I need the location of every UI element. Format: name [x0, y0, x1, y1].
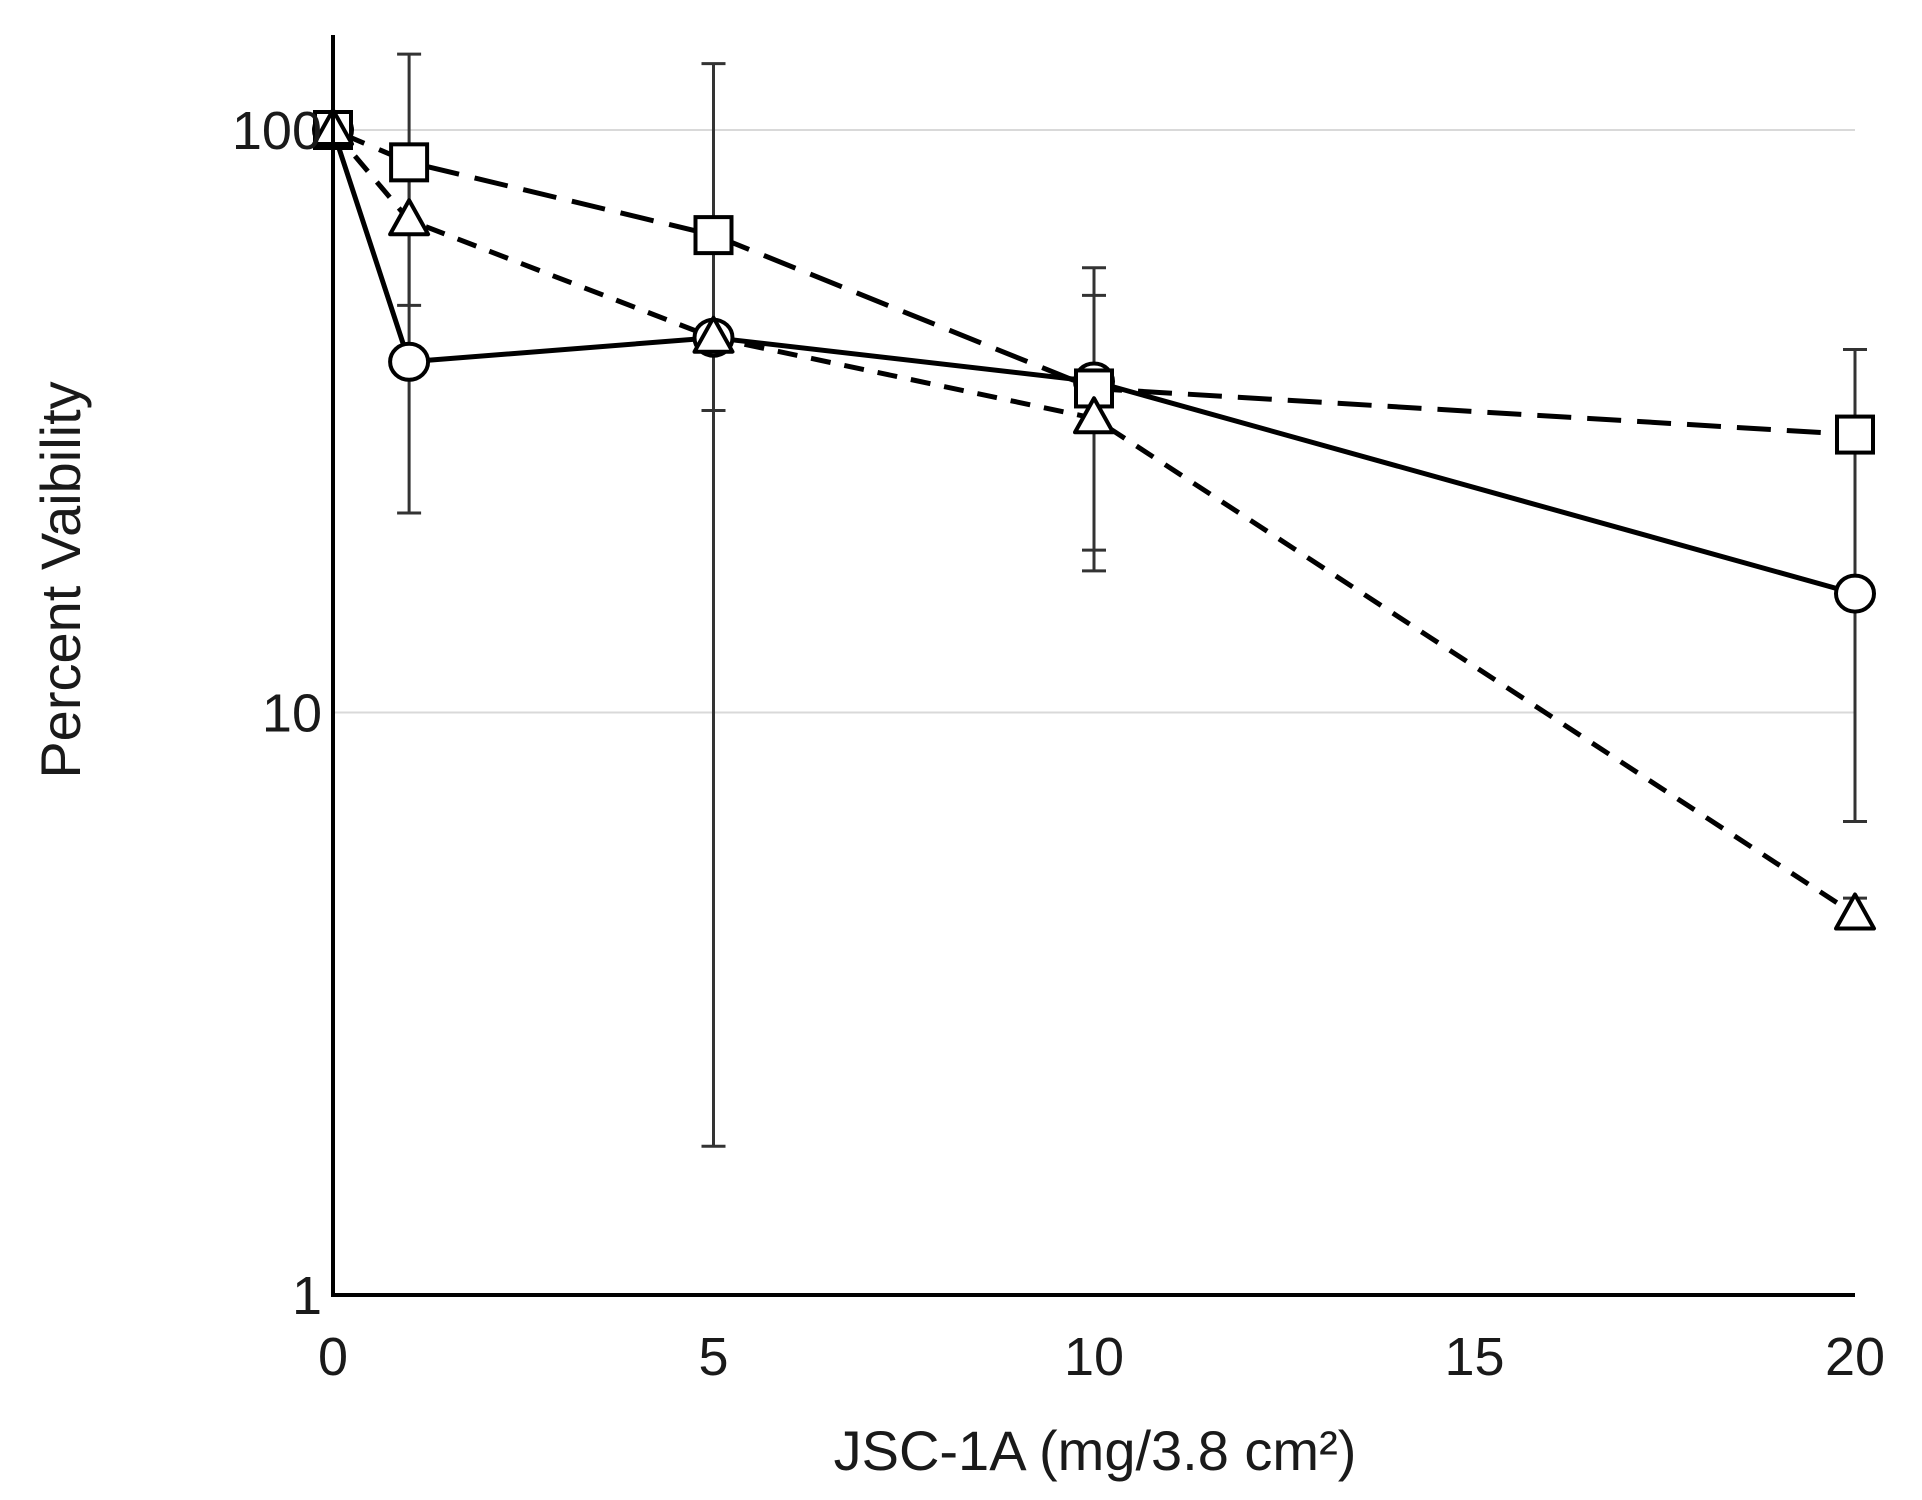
- y-axis-title: Percent Vaibility: [29, 381, 92, 778]
- error-bars: [397, 52, 1867, 1148]
- x-axis-title: JSC-1A (mg/3.8 cm²): [834, 1419, 1357, 1482]
- marker-triangle-2: [692, 315, 735, 354]
- y-tick-label-100: 100: [232, 101, 322, 161]
- x-tick-label-0: 0: [318, 1327, 348, 1387]
- tick-labels: 0 5 10 15 20 1 10 100: [232, 101, 1885, 1387]
- marker-circle-1: [388, 341, 431, 382]
- marker-square-3: [1074, 368, 1114, 409]
- marker-square-2: [693, 215, 734, 256]
- marker-circle-4: [1834, 573, 1876, 614]
- x-tick-label-20: 20: [1825, 1327, 1885, 1387]
- marker-triangle-3: [1073, 396, 1115, 435]
- y-tick-label-1: 1: [292, 1266, 322, 1326]
- x-tick-label-15: 15: [1444, 1327, 1504, 1387]
- marker-triangle-1: [388, 198, 431, 237]
- marker-square-1: [389, 142, 430, 183]
- axes: [331, 35, 1855, 1297]
- marker-triangle-4: [1834, 892, 1876, 931]
- x-tick-label-10: 10: [1064, 1327, 1124, 1387]
- x-tick-label-5: 5: [698, 1327, 728, 1387]
- gridlines: [333, 129, 1855, 714]
- y-tick-label-10: 10: [262, 684, 322, 744]
- marker-square-4: [1835, 414, 1875, 455]
- series-line-square: [332, 127, 1856, 438]
